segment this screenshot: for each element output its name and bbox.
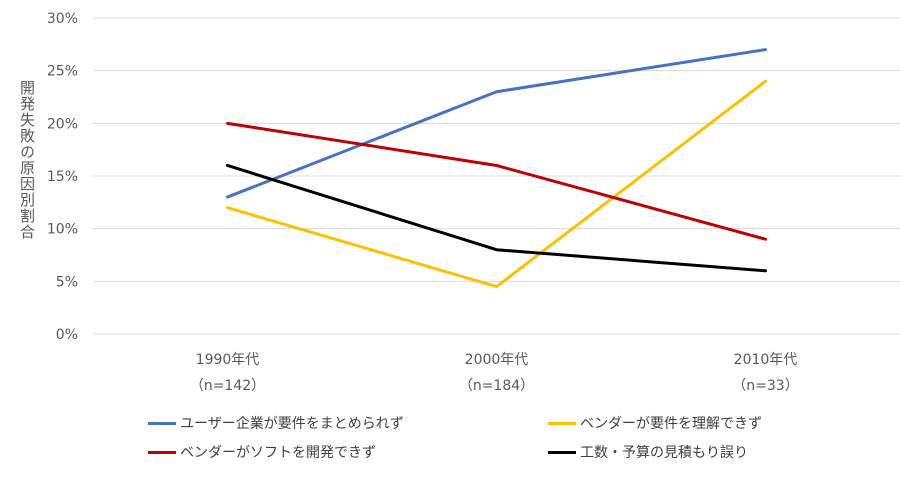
x-tick-label: 2000年代 <box>465 352 529 368</box>
y-tick-label: 0% <box>56 327 78 343</box>
y-tick-label: 5% <box>56 274 78 290</box>
series-line-2 <box>226 79 767 289</box>
y-tick-label: 30% <box>47 11 78 27</box>
y-tick-label: 10% <box>47 222 78 238</box>
y-tick-label: 15% <box>47 169 78 185</box>
series-line-3 <box>226 121 767 241</box>
x-tick-sublabel: （n=142） <box>190 378 265 394</box>
x-tick-label: 1990年代 <box>196 352 260 368</box>
x-tick-sublabel: （n=184） <box>459 378 534 394</box>
y-axis-label: 開発失敗の原因別割合 <box>18 80 36 240</box>
x-tick-sublabel: （n=33） <box>732 378 798 394</box>
y-tick-label: 20% <box>47 116 78 132</box>
y-tick-label: 25% <box>47 64 78 80</box>
x-tick-label: 2010年代 <box>734 352 798 368</box>
